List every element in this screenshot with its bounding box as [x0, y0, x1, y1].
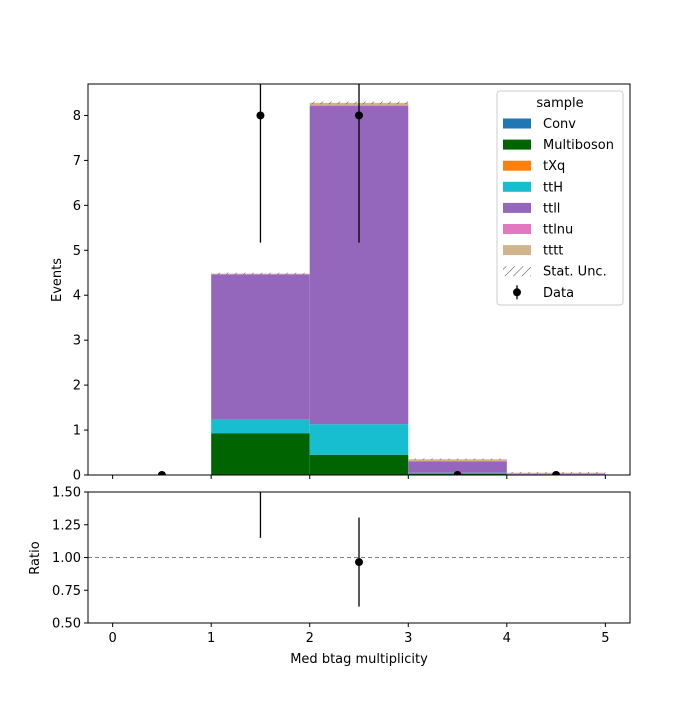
data-point: [256, 111, 264, 119]
legend-title: sample: [536, 96, 583, 111]
legend-swatch-tttt: [503, 245, 531, 255]
y-tick-label: 3: [73, 334, 81, 349]
y-tick-label: 7: [73, 154, 81, 169]
legend-label: ttlnu: [543, 223, 573, 238]
y-tick-label: 6: [73, 199, 81, 214]
legend-label: tXq: [543, 159, 565, 174]
stat-unc-bin-1: [211, 273, 310, 275]
legend-label: Conv: [543, 117, 576, 132]
ratio-y-tick-label: 1.25: [52, 518, 81, 533]
bar-ttll-bin-1: [211, 275, 310, 420]
x-tick-label: 2: [306, 631, 314, 646]
ratio-point: [355, 558, 363, 566]
y-tick-label: 0: [73, 469, 81, 484]
x-tick-label: 0: [108, 631, 116, 646]
x-tick-label: 3: [404, 631, 412, 646]
y-axis-label-events: Events: [50, 258, 65, 302]
legend-label: Data: [543, 286, 574, 301]
data-point: [355, 111, 363, 119]
bar-tth-bin-2: [310, 424, 409, 455]
legend: sample Conv Multiboson tXq ttH ttll ttlnu tttt…: [497, 91, 623, 305]
bar-tth-bin-1: [211, 420, 310, 433]
ratio-y-tick-label: 0.50: [52, 617, 81, 632]
y-tick-label: 8: [73, 109, 81, 124]
x-tick-label: 4: [503, 631, 511, 646]
legend-swatch-txq: [503, 161, 531, 171]
x-axis-label: Med btag multiplicity: [290, 652, 428, 667]
legend-label: ttH: [543, 180, 563, 195]
y-tick-label: 4: [73, 289, 81, 304]
legend-label: tttt: [543, 244, 563, 259]
ratio-y-tick-label: 0.75: [52, 584, 81, 599]
stat-unc-bin-3: [408, 459, 507, 461]
ratio-y-tick-label: 1.00: [52, 551, 81, 566]
y-tick-label: 1: [73, 424, 81, 439]
x-tick-label: 5: [601, 631, 609, 646]
legend-swatch-conv: [503, 119, 531, 129]
legend-swatch-multiboson: [503, 140, 531, 150]
bar-multiboson-bin-1: [211, 433, 310, 475]
legend-swatch-tth: [503, 182, 531, 192]
legend-label: Multiboson: [543, 138, 614, 153]
ratio-y-tick-label: 1.50: [52, 486, 81, 501]
legend-label: ttll: [543, 201, 560, 216]
legend-swatch-stat-unc: [503, 266, 531, 276]
bar-multiboson-bin-2: [310, 455, 409, 475]
legend-swatch-data: [513, 288, 521, 296]
legend-swatch-ttlnu: [503, 224, 531, 234]
y-axis-label-ratio: Ratio: [28, 541, 43, 574]
legend-swatch-ttll: [503, 203, 531, 213]
legend-label: Stat. Unc.: [543, 265, 607, 280]
y-tick-label: 5: [73, 244, 81, 259]
ratio-axes: 0.50 0.75 1.00 1.25 1.50 0 1 2 3 4 5: [52, 486, 609, 647]
x-tick-label: 1: [207, 631, 215, 646]
y-tick-label: 2: [73, 379, 81, 394]
